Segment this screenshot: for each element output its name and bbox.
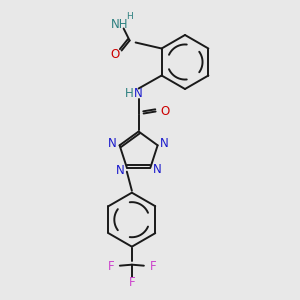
Text: O: O bbox=[110, 48, 119, 61]
Text: N: N bbox=[134, 87, 143, 100]
Text: N: N bbox=[108, 137, 117, 150]
Text: O: O bbox=[160, 105, 169, 118]
Text: F: F bbox=[128, 276, 135, 289]
Text: F: F bbox=[149, 260, 156, 273]
Text: H: H bbox=[125, 87, 134, 100]
Text: NH: NH bbox=[111, 18, 128, 31]
Text: H: H bbox=[126, 12, 133, 21]
Text: N: N bbox=[116, 164, 124, 177]
Text: N: N bbox=[153, 163, 162, 176]
Text: N: N bbox=[160, 137, 169, 150]
Text: F: F bbox=[107, 260, 114, 273]
